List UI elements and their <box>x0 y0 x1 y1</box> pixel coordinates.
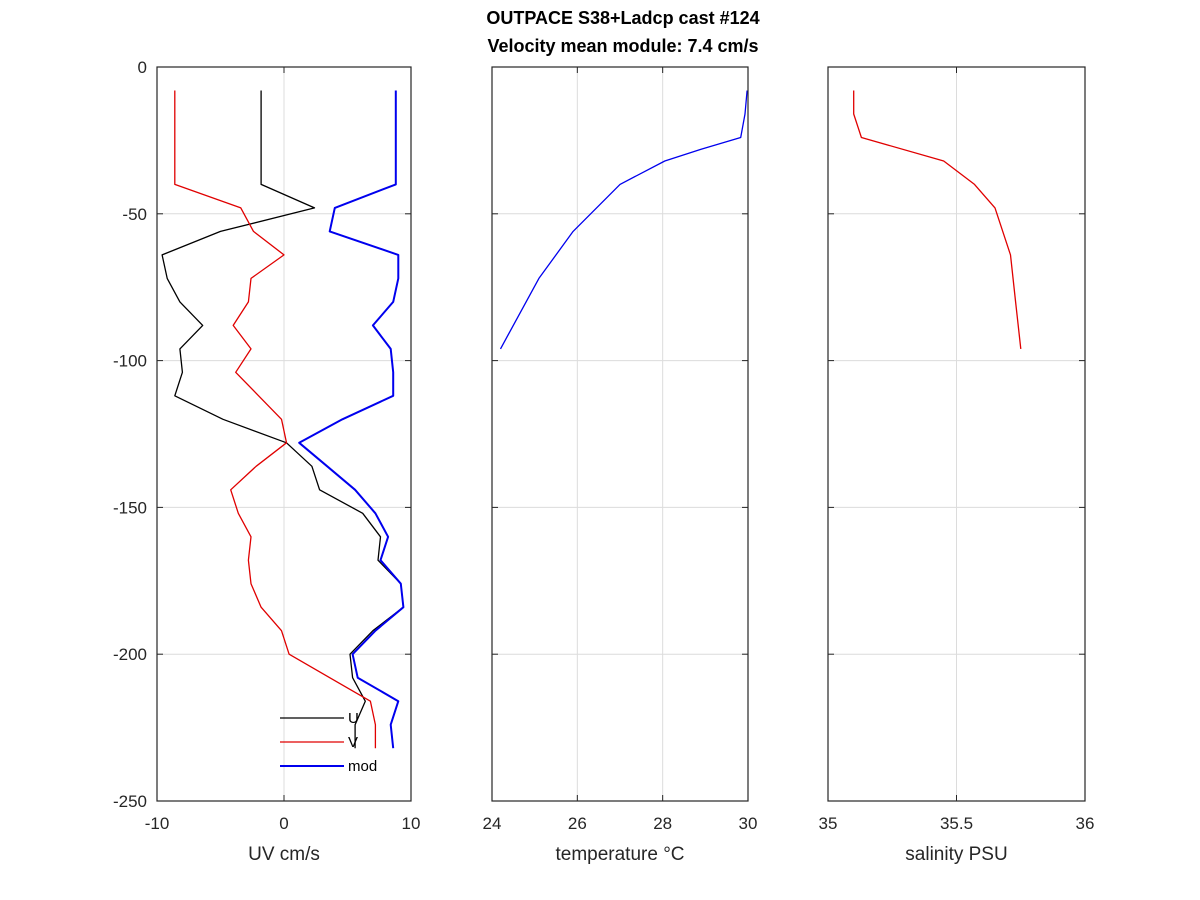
velocity-y-tick-label: -200 <box>113 645 147 664</box>
velocity-x-axis-label: UV cm/s <box>248 844 320 865</box>
salinity-axes: 35 35.5 36 <box>819 66 1095 833</box>
salinity-series-0-line <box>853 90 1022 349</box>
salinity-x-axis-label: salinity PSU <box>905 844 1007 865</box>
velocity-y-tick-label: -150 <box>113 498 147 517</box>
velocity-series-u-line <box>161 90 405 749</box>
temperature-x-axis-label: temperature °C <box>555 844 684 865</box>
salinity-x-tick-label: 35.5 <box>940 814 973 833</box>
figure-title-line2: Velocity mean module: 7.4 cm/s <box>487 36 758 56</box>
velocity-series-mod-line <box>298 90 405 749</box>
velocity-series-v-line <box>174 90 377 749</box>
temperature-x-tick-label: 30 <box>739 814 758 833</box>
velocity-y-tick-label: -50 <box>122 205 147 224</box>
legend-mod-label: mod <box>348 758 377 775</box>
temperature-x-tick-label: 26 <box>568 814 587 833</box>
temperature-axes-box <box>491 66 749 802</box>
temperature-x-tick-label: 24 <box>483 814 502 833</box>
velocity-x-tick-label: 0 <box>279 814 288 833</box>
figure-title-line1: OUTPACE S38+Ladcp cast #124 <box>486 8 759 28</box>
velocity-y-tick-label: -250 <box>113 792 147 811</box>
legend-v-label: V <box>348 734 358 751</box>
temperature-axes: 24 26 28 30 <box>483 66 758 833</box>
velocity-x-tick-label: -10 <box>145 814 170 833</box>
velocity-x-tick-label: 10 <box>402 814 421 833</box>
velocity-y-tick-label: 0 <box>138 58 147 77</box>
velocity-legend: U V mod <box>280 710 377 775</box>
salinity-x-tick-label: 35 <box>819 814 838 833</box>
temperature-series-0-line <box>499 90 748 350</box>
velocity-axes: -10 0 100-50-100-150-200-250 <box>113 58 420 833</box>
salinity-x-tick-label: 36 <box>1076 814 1095 833</box>
velocity-y-tick-label: -100 <box>113 352 147 371</box>
temperature-x-tick-label: 28 <box>653 814 672 833</box>
legend-u-label: U <box>348 710 359 727</box>
